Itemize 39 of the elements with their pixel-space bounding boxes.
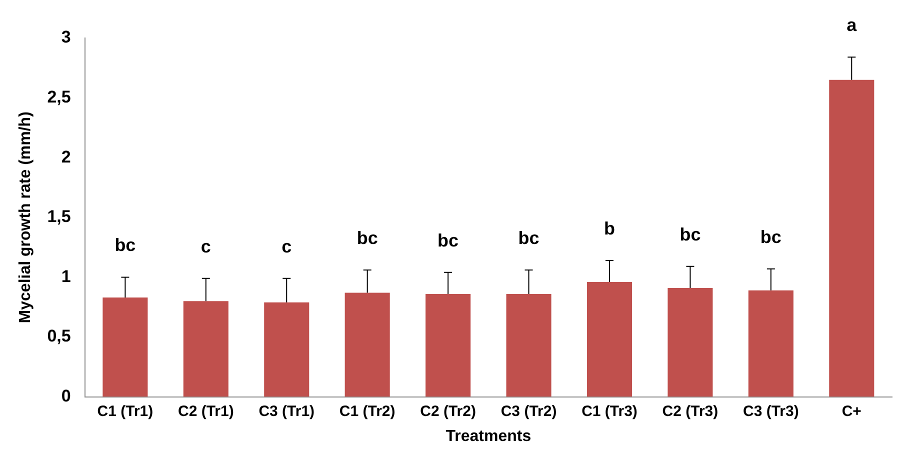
x-tick-label: C3 (Tr1)	[258, 402, 315, 420]
annotation: bc	[680, 224, 701, 244]
annotation: bc	[518, 228, 540, 248]
annotation: bc	[356, 228, 378, 248]
x-tick-label: C3 (Tr3)	[742, 402, 799, 420]
bar	[586, 282, 632, 397]
bar	[344, 292, 390, 397]
bar	[668, 288, 713, 397]
bar	[506, 294, 552, 397]
y-tick-label: 2	[61, 147, 71, 166]
x-tick-label: C2 (Tr1)	[178, 402, 234, 420]
bar	[426, 294, 471, 397]
annotation: c	[282, 236, 292, 256]
bar	[102, 298, 148, 397]
x-tick-label: C2 (Tr3)	[662, 402, 718, 420]
x-tick-label: C1 (Tr2)	[339, 402, 396, 420]
x-axis-title: Treatments	[446, 428, 532, 445]
bar	[829, 80, 874, 397]
y-tick-label: 3	[61, 28, 71, 47]
y-tick-label: 0	[61, 386, 71, 406]
annotation: bc	[114, 235, 136, 256]
x-tick-label: C+	[842, 402, 862, 420]
y-tick-label: 1,5	[47, 207, 71, 226]
x-tick-label: C1 (Tr1)	[97, 402, 154, 420]
bar	[183, 301, 228, 397]
x-tick-label: C3 (Tr2)	[500, 402, 557, 420]
annotation: c	[200, 236, 211, 256]
annotation: bc	[438, 230, 459, 250]
bar	[748, 290, 794, 397]
y-tick-label: 2,5	[47, 87, 71, 106]
annotation: bc	[760, 226, 782, 247]
bar	[264, 302, 310, 397]
y-tick-label: 1	[61, 266, 71, 286]
text: a	[846, 15, 858, 36]
x-tick-label: C2 (Tr2)	[420, 402, 476, 420]
x-tick-label: C1 (Tr3)	[582, 402, 638, 420]
y-tick-label: 0,5	[47, 326, 71, 346]
y-axis-title: Mycelial growth rate (mm/h)	[17, 112, 34, 324]
annotation: b	[604, 218, 615, 238]
